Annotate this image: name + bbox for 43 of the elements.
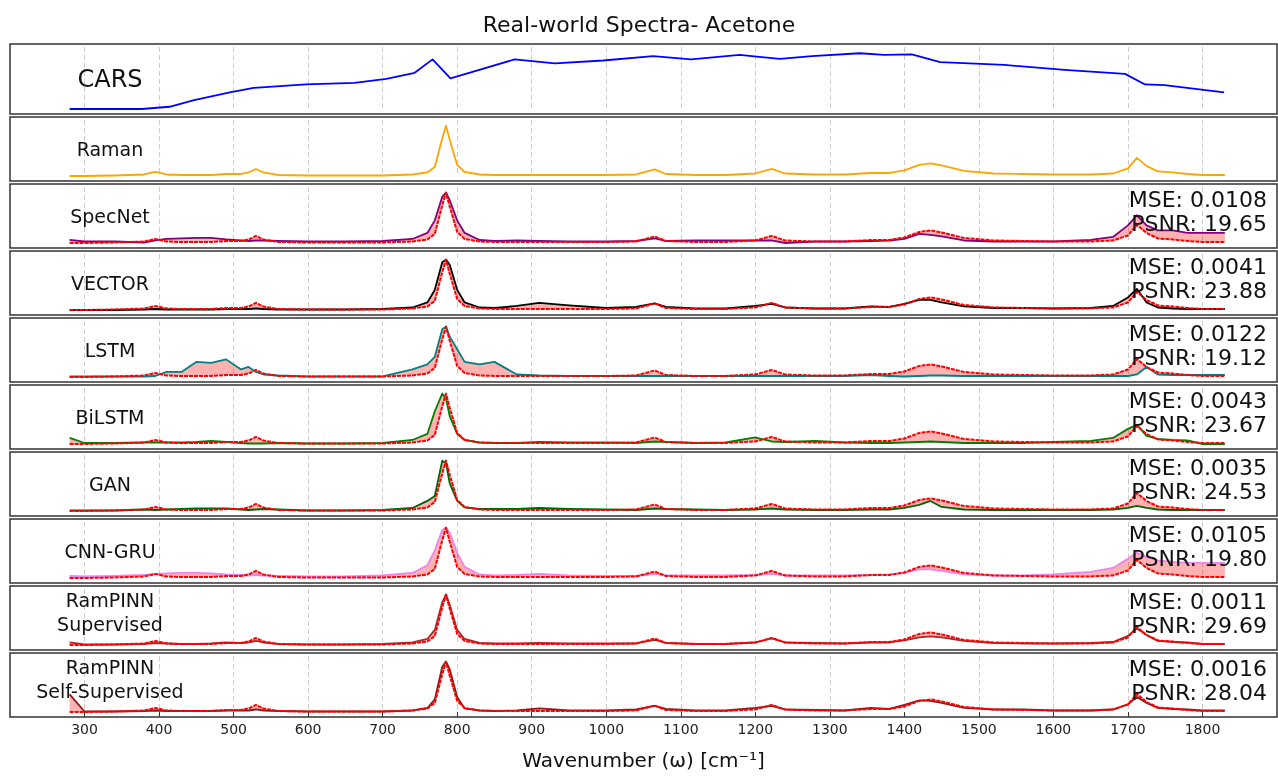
annotation: RamPINN Self-Supervised	[36, 656, 184, 702]
annotation: MSE: 0.0043	[1128, 387, 1267, 413]
x-tick-label: 500	[220, 721, 247, 737]
x-tick-label: 1800	[1184, 721, 1221, 737]
annotation: MSE: 0.0108	[1128, 186, 1267, 212]
annotation: VECTOR	[70, 272, 150, 294]
annotation: MSE: 0.0011	[1128, 588, 1267, 614]
x-tick-label: 300	[71, 721, 98, 737]
x-axis-title: Wavenumber (ω) [cm⁻¹]	[522, 748, 765, 772]
annotation: MSE: 0.0035	[1128, 454, 1267, 480]
annotation: MSE: 0.0105	[1128, 521, 1267, 547]
x-tick-label: 800	[443, 721, 471, 737]
annotation: RamPINN Supervised	[57, 589, 163, 635]
x-tick-label: 1600	[1035, 721, 1072, 737]
annotation: GAN	[89, 473, 131, 495]
annotation: PSNR: 28.04	[1131, 679, 1267, 705]
chart-title: Real-world Spectra- Acetone	[482, 11, 796, 37]
annotation: BiLSTM	[75, 406, 145, 428]
annotation: PSNR: 23.67	[1131, 411, 1267, 437]
x-tick-label: 1200	[737, 721, 774, 737]
x-tick-label: 1400	[886, 721, 923, 737]
annotation: MSE: 0.0041	[1128, 253, 1267, 279]
annotation: PSNR: 19.80	[1131, 545, 1267, 571]
annotation: CARS	[77, 65, 143, 93]
x-tick-label: 1100	[662, 721, 699, 737]
annotation: PSNR: 19.12	[1131, 344, 1267, 370]
annotation: PSNR: 24.53	[1131, 478, 1267, 504]
annotation: CNN-GRU	[64, 540, 156, 562]
x-tick-label: 1000	[588, 721, 625, 737]
x-tick-label: 1300	[812, 721, 848, 737]
annotation: MSE: 0.0016	[1128, 655, 1267, 681]
annotation: SpecNet	[70, 205, 150, 227]
x-tick-label: 400	[145, 721, 173, 737]
annotation: LSTM	[84, 339, 136, 361]
x-tick-label: 1700	[1110, 721, 1146, 737]
x-tick-label: 900	[518, 721, 546, 737]
annotation: Raman	[76, 138, 144, 160]
annotation: PSNR: 29.69	[1131, 612, 1267, 638]
annotation: MSE: 0.0122	[1128, 320, 1267, 346]
x-tick-label: 700	[369, 721, 397, 737]
x-tick-label: 600	[294, 721, 322, 737]
annotation: PSNR: 23.88	[1131, 277, 1267, 303]
x-tick-label: 1500	[961, 721, 997, 737]
